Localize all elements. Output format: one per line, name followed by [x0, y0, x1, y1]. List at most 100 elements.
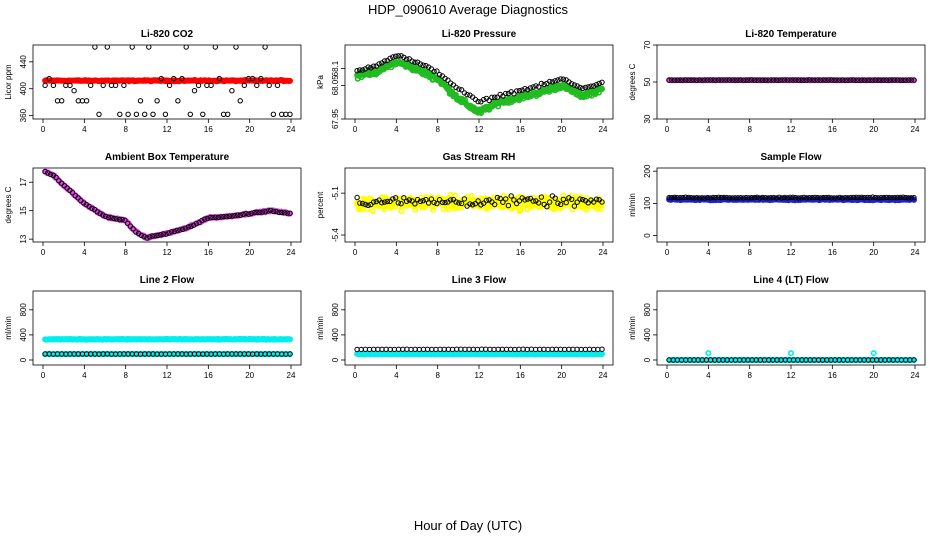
- x-tick-label: 16: [516, 248, 525, 257]
- x-tick-label: 20: [869, 248, 878, 257]
- data-point: [892, 194, 898, 201]
- x-tick-label: 8: [747, 248, 752, 257]
- data-point: [365, 202, 371, 209]
- data-point: [743, 194, 749, 201]
- data-point: [111, 215, 117, 222]
- data-point: [158, 75, 165, 82]
- data-point: [442, 199, 448, 206]
- data-point: [549, 79, 556, 85]
- data-point: [905, 195, 912, 201]
- data-point: [536, 200, 542, 206]
- x-tick-label: 0: [353, 248, 358, 257]
- y-tick-label: 800: [331, 303, 340, 317]
- data-point: [113, 216, 120, 222]
- data-point: [705, 350, 712, 357]
- data-point: [864, 77, 870, 83]
- data-point: [373, 198, 379, 205]
- data-point: [795, 77, 802, 83]
- data-point: [566, 195, 572, 201]
- data-point: [872, 194, 879, 201]
- data-point: [154, 98, 160, 104]
- data-point: [146, 234, 153, 240]
- data-point: [133, 229, 139, 235]
- data-point: [710, 194, 716, 201]
- data-point: [381, 199, 388, 205]
- data-point: [759, 77, 766, 83]
- data-point: [737, 195, 744, 201]
- data-point: [511, 91, 517, 97]
- y-axis: 0 400 800: [19, 303, 33, 362]
- data-point: [266, 82, 272, 89]
- data-point: [233, 45, 239, 50]
- data-point: [894, 77, 901, 83]
- data-point: [599, 199, 605, 205]
- data-point: [456, 86, 462, 92]
- data-point: [834, 195, 840, 201]
- data-point: [682, 194, 689, 200]
- data-point: [560, 76, 567, 82]
- data-point: [547, 78, 553, 85]
- x-axis: 0 4 8 12 16 20 24: [41, 365, 296, 380]
- x-tick-label: 8: [435, 125, 440, 134]
- data-point: [469, 202, 476, 208]
- data-point: [191, 88, 198, 94]
- data-point: [560, 196, 567, 203]
- data-point: [593, 82, 600, 88]
- data-point: [867, 77, 873, 83]
- data-point: [538, 80, 545, 87]
- data-point: [168, 229, 175, 235]
- data-point: [757, 195, 763, 201]
- data-point: [387, 55, 393, 61]
- data-point: [527, 85, 534, 91]
- x-tick-label: 24: [287, 371, 296, 380]
- data-point: [864, 194, 870, 201]
- data-point: [104, 45, 110, 50]
- data-point: [886, 77, 892, 83]
- data-point: [412, 201, 418, 207]
- y-axis-label: ml/min: [4, 316, 13, 340]
- y-axis: 360 400 440: [19, 55, 33, 122]
- data-point: [458, 87, 465, 93]
- data-point: [398, 201, 404, 207]
- data-point: [850, 77, 857, 83]
- y-tick-label: 100: [643, 196, 652, 210]
- data-point: [596, 80, 602, 87]
- data-point: [677, 77, 683, 83]
- data-point: [248, 210, 255, 217]
- data-point: [368, 65, 374, 71]
- data-point: [284, 210, 290, 216]
- y-tick-label: 400: [331, 328, 340, 342]
- data-point: [188, 223, 194, 230]
- series-ambient-average: [42, 168, 293, 242]
- data-point: [429, 206, 436, 213]
- data-point: [878, 195, 884, 201]
- data-point: [273, 208, 279, 215]
- data-point: [715, 77, 722, 83]
- data-point: [281, 210, 288, 216]
- plot-frame: [656, 167, 926, 243]
- data-point: [89, 205, 95, 212]
- data-point: [357, 200, 363, 206]
- series-line-4-samples: [666, 357, 917, 363]
- data-point: [392, 195, 399, 201]
- data-point: [856, 77, 862, 83]
- data-point: [47, 171, 54, 178]
- data-point: [226, 213, 233, 219]
- x-tick-label: 20: [869, 371, 878, 380]
- series-pressure-samples: [354, 53, 605, 105]
- data-point: [409, 58, 415, 64]
- data-point: [142, 111, 148, 118]
- x-tick-label: 16: [828, 125, 837, 134]
- data-point: [149, 233, 156, 239]
- data-point: [259, 209, 266, 215]
- data-point: [166, 230, 172, 236]
- x-tick-label: 12: [787, 125, 796, 134]
- data-point: [743, 77, 749, 83]
- data-point: [911, 357, 917, 363]
- x-tick-label: 16: [204, 248, 213, 257]
- x-tick-label: 4: [706, 125, 711, 134]
- data-point: [262, 45, 268, 50]
- data-point: [779, 195, 785, 201]
- data-point: [859, 77, 865, 83]
- data-point: [200, 111, 206, 118]
